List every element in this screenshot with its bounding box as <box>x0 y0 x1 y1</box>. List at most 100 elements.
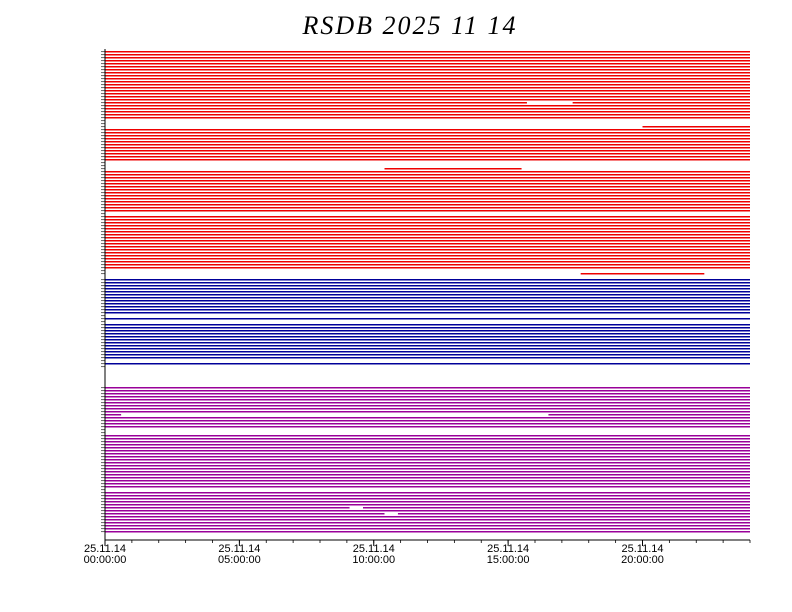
data-segment <box>105 471 750 473</box>
data-segment <box>105 51 750 53</box>
data-segment <box>105 513 385 515</box>
data-segment <box>105 297 750 299</box>
data-segment <box>105 324 750 326</box>
data-segment <box>105 525 750 527</box>
data-segment <box>105 402 750 404</box>
data-segment <box>105 453 750 455</box>
data-segment <box>105 417 750 419</box>
data-segment <box>105 174 750 176</box>
data-segment <box>105 285 750 287</box>
data-segment <box>105 186 750 188</box>
data-segment <box>105 204 750 206</box>
x-tick-label: 25.11.14 05:00:00 <box>218 543 261 566</box>
x-tick-label: 25.11.14 15:00:00 <box>487 543 530 566</box>
data-segment <box>105 426 750 428</box>
data-segment <box>105 222 750 224</box>
data-segment <box>105 504 750 506</box>
data-segment <box>105 243 750 245</box>
data-segment <box>105 252 750 254</box>
x-tick-label: 25.11.14 00:00:00 <box>84 543 127 566</box>
data-segment <box>105 177 750 179</box>
data-segment <box>105 477 750 479</box>
data-segment <box>105 390 750 392</box>
data-segment <box>105 438 750 440</box>
x-tick-label-line: 25.11.14 <box>353 543 395 555</box>
data-segment <box>105 483 750 485</box>
data-segment <box>105 336 750 338</box>
data-segment <box>105 90 750 92</box>
data-segment <box>105 141 750 143</box>
data-segment <box>105 150 750 152</box>
data-segment <box>105 246 750 248</box>
data-segment <box>105 414 122 416</box>
x-tick-label-line: 25.11.14 <box>621 543 663 555</box>
data-segment <box>105 519 750 521</box>
data-segment <box>105 444 750 446</box>
data-segment <box>642 126 750 128</box>
data-segment <box>105 75 750 77</box>
data-segment <box>105 159 750 161</box>
x-tick-label: 25.11.14 10:00:00 <box>352 543 395 566</box>
data-segment <box>105 99 750 101</box>
data-segment <box>105 192 750 194</box>
data-segment <box>105 180 750 182</box>
data-segment <box>105 132 750 134</box>
data-segment <box>105 249 750 251</box>
data-segment <box>105 258 750 260</box>
data-segment <box>105 231 750 233</box>
data-segment <box>105 423 750 425</box>
data-segment <box>105 135 750 137</box>
chart-title: RSDB 2025 11 14 <box>301 11 517 40</box>
data-segment <box>105 219 750 221</box>
data-segment <box>105 129 750 131</box>
data-segment <box>105 495 750 497</box>
data-segment <box>105 57 750 59</box>
data-segment <box>105 138 750 140</box>
data-segment <box>105 279 750 281</box>
data-segment <box>105 228 750 230</box>
data-segment <box>105 81 750 83</box>
data-segment <box>105 363 750 365</box>
data-segment <box>105 441 750 443</box>
data-segment <box>105 147 750 149</box>
data-segment <box>105 72 750 74</box>
data-segment <box>384 168 522 170</box>
data-segment <box>105 510 750 512</box>
data-segment <box>105 54 750 56</box>
data-segment <box>105 387 750 389</box>
data-segment <box>105 516 750 518</box>
data-segment <box>105 207 750 209</box>
data-segment <box>105 333 750 335</box>
data-segment <box>105 198 750 200</box>
data-segment <box>105 84 750 86</box>
data-segment <box>105 303 750 305</box>
data-segment <box>105 480 750 482</box>
data-segment <box>105 345 750 347</box>
data-segment <box>105 66 750 68</box>
x-tick-label: 25.11.14 20:00:00 <box>621 543 664 566</box>
data-segment <box>105 348 750 350</box>
data-segment <box>105 468 750 470</box>
x-tick-label-line: 25.11.14 <box>487 543 529 555</box>
data-segment <box>548 414 750 416</box>
data-segment <box>105 111 750 113</box>
data-segment <box>105 354 750 356</box>
data-segment <box>105 306 750 308</box>
data-segment <box>105 237 750 239</box>
x-tick-label-line: 10:00:00 <box>352 554 395 566</box>
data-segment <box>105 300 750 302</box>
data-segment <box>105 447 750 449</box>
data-segment <box>105 459 750 461</box>
data-segment <box>105 411 750 413</box>
data-segment <box>105 522 750 524</box>
data-segment <box>105 267 750 269</box>
data-segment <box>105 294 750 296</box>
data-segment <box>105 399 750 401</box>
x-tick-label-line: 05:00:00 <box>218 554 261 566</box>
data-segment <box>105 492 750 494</box>
data-segment <box>363 507 750 509</box>
data-segment <box>105 171 750 173</box>
data-segment <box>105 309 750 311</box>
data-segment <box>105 420 750 422</box>
